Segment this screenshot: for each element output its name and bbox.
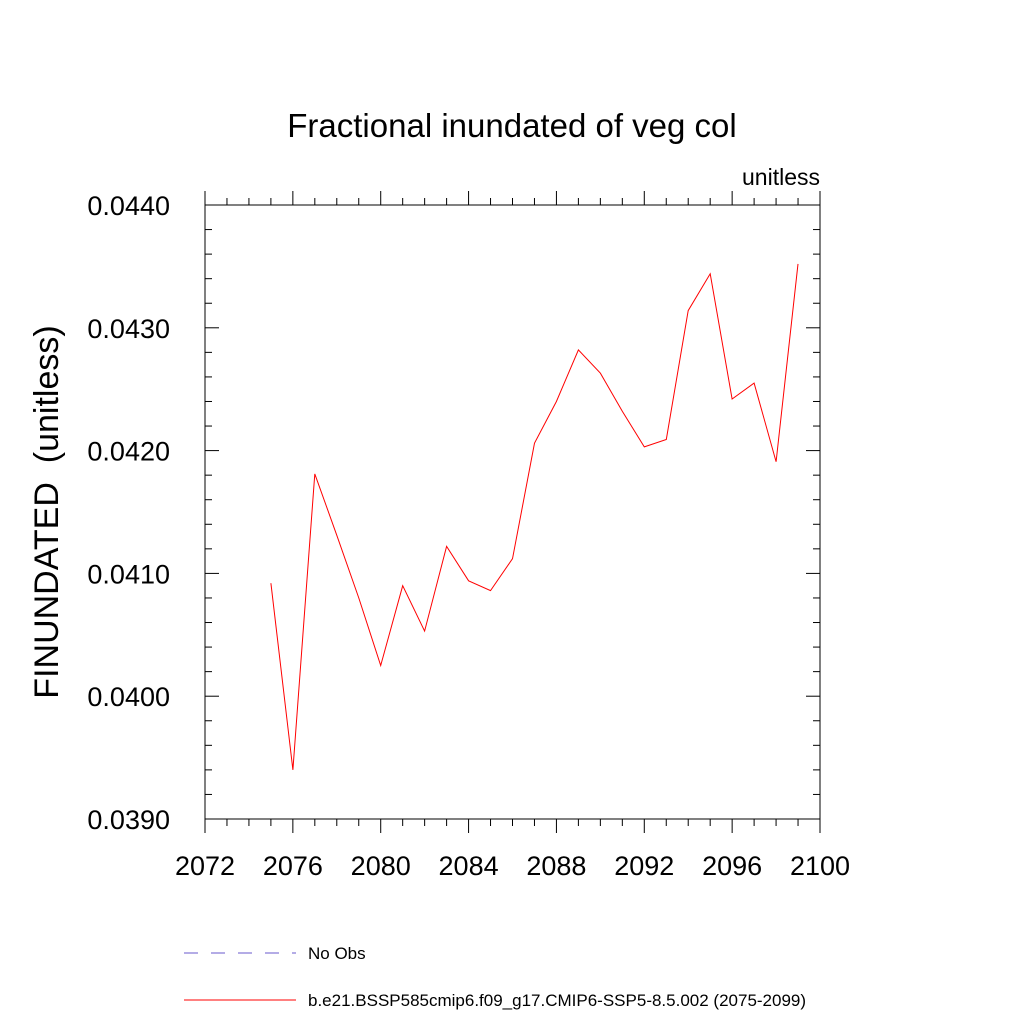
series-lines [270, 263, 799, 770]
x-tick-label: 2096 [702, 851, 762, 881]
axis-ticks [204, 191, 821, 833]
x-tick-label: 2080 [351, 851, 411, 881]
plot-frame [204, 204, 821, 820]
y-tick-label: 0.0420 [87, 437, 170, 467]
x-tick-label: 2092 [614, 851, 674, 881]
x-tick-labels: 2072 2076 2080 2084 2088 2092 2096 2100 [175, 851, 850, 881]
series-line [270, 263, 799, 770]
y-axis-label: FINUNDATED (unitless) [28, 325, 66, 698]
y-tick-label: 0.0440 [87, 191, 170, 221]
legend: No Obs b.e21.BSSP585cmip6.f09_g17.CMIP6-… [184, 944, 806, 1010]
y-tick-label: 0.0390 [87, 805, 170, 835]
y-tick-labels: 0.0390 0.0400 0.0410 0.0420 0.0430 0.0440 [87, 191, 170, 835]
units-label: unitless [742, 164, 820, 190]
legend-label-no-obs: No Obs [308, 944, 366, 963]
x-tick-label: 2072 [175, 851, 235, 881]
legend-label-model-run: b.e21.BSSP585cmip6.f09_g17.CMIP6-SSP5-8.… [308, 991, 806, 1010]
x-tick-label: 2084 [439, 851, 499, 881]
x-tick-label: 2100 [790, 851, 850, 881]
y-tick-label: 0.0410 [87, 559, 170, 589]
y-tick-label: 0.0430 [87, 314, 170, 344]
y-tick-label: 0.0400 [87, 682, 170, 712]
chart-title: Fractional inundated of veg col [287, 107, 736, 144]
x-tick-label: 2088 [526, 851, 586, 881]
x-tick-label: 2076 [263, 851, 323, 881]
